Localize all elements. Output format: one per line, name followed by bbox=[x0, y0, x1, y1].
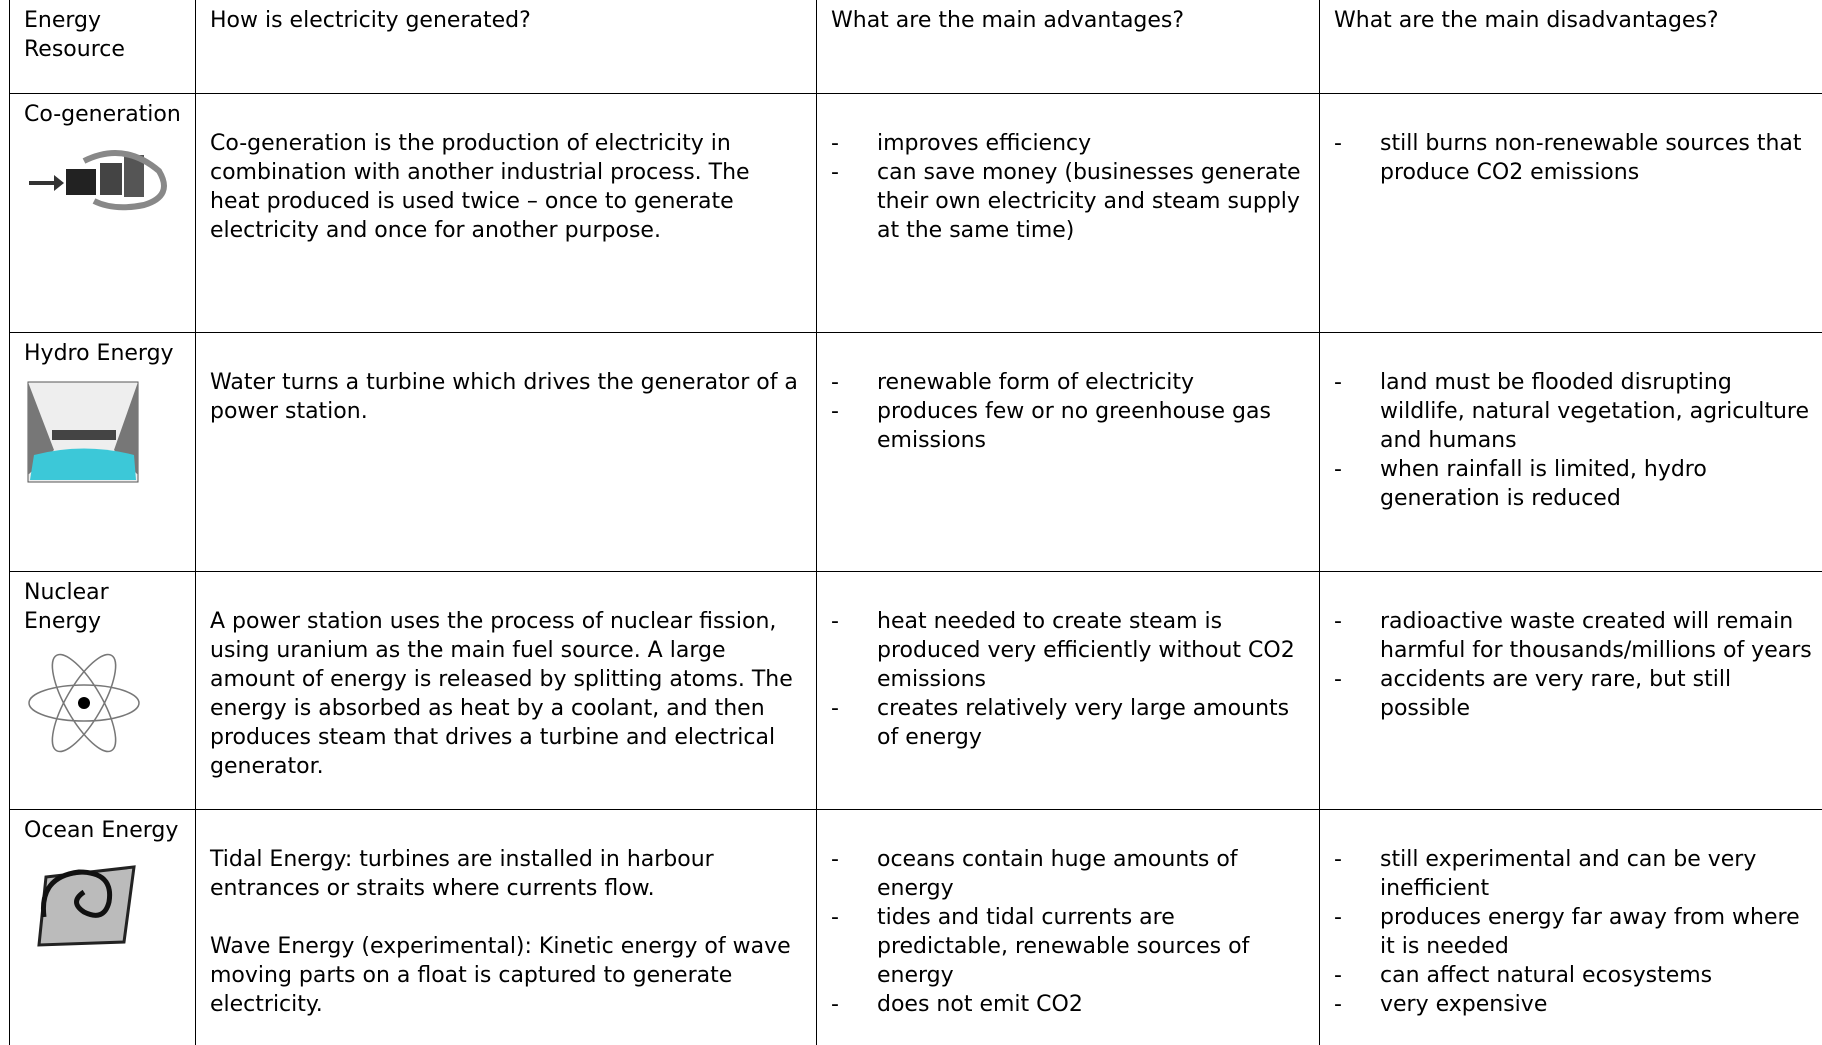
resource-name: Co-generation bbox=[24, 102, 181, 127]
paragraph: Tidal Energy: turbines are installed in … bbox=[210, 847, 714, 901]
bullet: - bbox=[1334, 609, 1342, 634]
generation-cell: Co-generation is the production of elect… bbox=[195, 94, 816, 333]
advantages-cell: - improves efficiency - can save money (bus… bbox=[816, 94, 1319, 333]
disadvantages-cell: - land must be flooded disrupting wildlif… bbox=[1319, 333, 1822, 572]
list-item: - can save money (businesses generate the… bbox=[831, 158, 1309, 245]
bullet: - bbox=[1334, 667, 1342, 692]
bullet: - bbox=[1334, 905, 1342, 930]
list-item: - creates relatively very large amounts o… bbox=[831, 694, 1309, 752]
item-text: land must be flooded disrupting wildlife… bbox=[1380, 370, 1810, 453]
bullet: - bbox=[1334, 131, 1342, 156]
advantages-cell: - heat needed to create steam is produced… bbox=[816, 572, 1319, 810]
disadvantages-cell: - still burns non-renewable sources that … bbox=[1319, 94, 1822, 333]
list-item: - radioactive waste created will remain h… bbox=[1334, 607, 1812, 665]
item-text: improves efficiency bbox=[877, 131, 1092, 156]
list-item: - produces energy far away from where it … bbox=[1334, 903, 1812, 961]
resource-cell: Ocean Energy bbox=[9, 810, 195, 1045]
item-text: creates relatively very large amounts of… bbox=[877, 696, 1290, 750]
bullet: - bbox=[1334, 992, 1342, 1017]
item-text: can save money (businesses generate thei… bbox=[877, 160, 1301, 243]
resource-cell: Co-generation bbox=[9, 94, 195, 333]
header-cell: How is electricity generated? bbox=[195, 0, 816, 94]
wave-icon bbox=[37, 865, 136, 947]
paragraph: Co-generation is the production of elect… bbox=[210, 131, 750, 243]
bullet: - bbox=[1334, 457, 1342, 482]
paragraph: A power station uses the process of nucl… bbox=[210, 609, 793, 779]
header-cell: What are the main advantages? bbox=[816, 0, 1319, 94]
bullet: - bbox=[1334, 847, 1342, 872]
resource-cell: Hydro Energy bbox=[9, 333, 195, 572]
bullet: - bbox=[831, 160, 839, 185]
item-text: accidents are very rare, but still possi… bbox=[1380, 667, 1732, 721]
bullet: - bbox=[831, 609, 839, 634]
item-text: when rainfall is limited, hydro generati… bbox=[1380, 457, 1707, 511]
item-text: renewable form of electricity bbox=[877, 370, 1195, 395]
list-item: - oceans contain huge amounts of energy bbox=[831, 845, 1309, 903]
bullet: - bbox=[831, 905, 839, 930]
item-text: produces energy far away from where it i… bbox=[1380, 905, 1800, 959]
paragraph: Water turns a turbine which drives the g… bbox=[210, 370, 798, 424]
bullet: - bbox=[1334, 370, 1342, 395]
list-item: - can affect natural ecosystems bbox=[1334, 961, 1812, 990]
list-item: - produces few or no greenhouse gas emiss… bbox=[831, 397, 1309, 455]
item-text: oceans contain huge amounts of energy bbox=[877, 847, 1238, 901]
bullet: - bbox=[831, 131, 839, 156]
item-text: produces few or no greenhouse gas emissi… bbox=[877, 399, 1271, 453]
list-item: - renewable form of electricity bbox=[831, 368, 1309, 397]
bullet: - bbox=[831, 992, 839, 1017]
bullet: - bbox=[831, 847, 839, 872]
resource-cell: Nuclear Energy bbox=[9, 572, 195, 810]
bullet: - bbox=[831, 399, 839, 424]
item-text: can affect natural ecosystems bbox=[1380, 963, 1713, 988]
generation-cell: Water turns a turbine which drives the g… bbox=[195, 333, 816, 572]
list-item: - still experimental and can be very inef… bbox=[1334, 845, 1812, 903]
item-text: tides and tidal currents are predictable… bbox=[877, 905, 1250, 988]
item-text: radioactive waste created will remain ha… bbox=[1380, 609, 1812, 663]
generation-cell: A power station uses the process of nucl… bbox=[195, 572, 816, 810]
resource-name: Nuclear Energy bbox=[24, 580, 109, 634]
advantages-cell: - renewable form of electricity - produces … bbox=[816, 333, 1319, 572]
header-cell: Energy Resource bbox=[9, 0, 195, 94]
item-text: still experimental and can be very ineff… bbox=[1380, 847, 1757, 901]
list-item: - still burns non-renewable sources that … bbox=[1334, 129, 1812, 187]
item-text: very expensive bbox=[1380, 992, 1548, 1017]
list-item: - heat needed to create steam is produced… bbox=[831, 607, 1309, 694]
list-item: - when rainfall is limited, hydro generat… bbox=[1334, 455, 1812, 513]
list-item: - tides and tidal currents are predictabl… bbox=[831, 903, 1309, 990]
item-text: still burns non-renewable sources that p… bbox=[1380, 131, 1802, 185]
bullet: - bbox=[831, 696, 839, 721]
list-item: - improves efficiency bbox=[831, 129, 1309, 158]
hydro-icon bbox=[27, 381, 139, 483]
atom-icon bbox=[28, 653, 140, 753]
header-cell: What are the main disadvantages? bbox=[1319, 0, 1822, 94]
generation-cell: Tidal Energy: turbines are installed in … bbox=[195, 810, 816, 1045]
item-text: does not emit CO2 bbox=[877, 992, 1083, 1017]
list-item: - accidents are very rare, but still poss… bbox=[1334, 665, 1812, 723]
item-text: heat needed to create steam is produced … bbox=[877, 609, 1295, 692]
disadvantages-cell: - still experimental and can be very inef… bbox=[1319, 810, 1822, 1045]
advantages-cell: - oceans contain huge amounts of energy - t… bbox=[816, 810, 1319, 1045]
bullet: - bbox=[1334, 963, 1342, 988]
resource-name: Ocean Energy bbox=[24, 818, 179, 843]
list-item: - very expensive bbox=[1334, 990, 1812, 1019]
list-item: - land must be flooded disrupting wildlif… bbox=[1334, 368, 1812, 455]
resource-name: Hydro Energy bbox=[24, 341, 174, 366]
paragraph: Wave Energy (experimental): Kinetic ener… bbox=[210, 934, 791, 1017]
list-item: - does not emit CO2 bbox=[831, 990, 1309, 1019]
bullet: - bbox=[831, 370, 839, 395]
cogeneration-icon bbox=[29, 150, 167, 211]
energy-table: Energy Resource How is electricity genera… bbox=[9, 0, 1822, 1045]
disadvantages-cell: - radioactive waste created will remain h… bbox=[1319, 572, 1822, 810]
